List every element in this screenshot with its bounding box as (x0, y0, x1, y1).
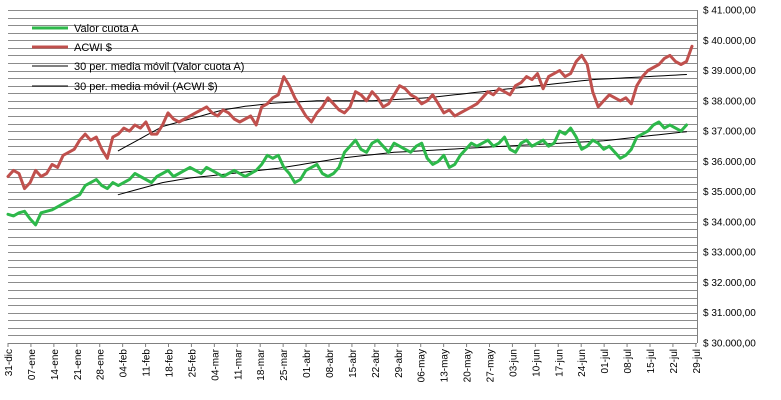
x-tick-label: 10-jun (531, 349, 542, 377)
y-tick-label: $ 32.000,00 (703, 278, 756, 289)
x-tick-label: 25-feb (187, 349, 198, 378)
series-line (117, 131, 687, 196)
x-tick-label: 01-abr (302, 348, 313, 378)
x-tick-label: 11-mar (233, 348, 244, 380)
legend-label: ACWI $ (74, 42, 112, 54)
y-tick-label: $ 35.000,00 (703, 187, 756, 198)
series-line (6, 120, 688, 227)
x-tick-label: 22-jul (669, 349, 680, 373)
series-layer (6, 44, 694, 227)
x-tick-label: 28-ene (96, 349, 107, 381)
legend-label: Valor cuota A (74, 23, 139, 35)
y-tick-label: $ 34.000,00 (703, 217, 756, 228)
legend-label: 30 per. media móvil (ACWI $) (74, 81, 218, 93)
y-tick-label: $ 36.000,00 (703, 157, 756, 168)
y-tick-label: $ 33.000,00 (703, 248, 756, 259)
y-tick-label: $ 39.000,00 (703, 66, 756, 77)
x-tick-label: 04-feb (119, 349, 130, 378)
x-tick-label: 31-dic (4, 349, 15, 376)
x-tick-label: 27-may (485, 349, 496, 382)
x-tick-label: 06-may (417, 349, 428, 382)
y-tick-label: $ 30.000,00 (703, 339, 756, 350)
x-tick-label: 01-jul (600, 349, 611, 373)
x-tick-label: 07-ene (27, 349, 38, 381)
y-tick-label: $ 37.000,00 (703, 127, 756, 138)
legend: Valor cuota A ACWI $ 30 per. media móvil (… (32, 23, 244, 93)
axis-layer: $ 30.000,00 $ 31.000,00 $ 32.000,00 $ 33.00… (4, 6, 756, 383)
x-tick-label: 29-abr (394, 348, 405, 378)
x-tick-label: 15-jul (646, 349, 657, 373)
x-tick-label: 25-mar (279, 348, 290, 380)
x-tick-label: 14-ene (50, 349, 61, 381)
x-tick-label: 11-feb (142, 349, 153, 377)
legend-label: 30 per. media móvil (Valor cuota A) (74, 61, 244, 73)
y-tick-label: $ 38.000,00 (703, 96, 756, 107)
x-tick-label: 08-abr (325, 348, 336, 378)
x-tick-label: 18-mar (256, 348, 267, 380)
x-tick-label: 29-jul (692, 349, 703, 373)
x-tick-label: 18-feb (164, 349, 175, 378)
y-tick-label: $ 40.000,00 (703, 36, 756, 47)
x-tick-label: 03-jun (508, 349, 519, 377)
x-tick-label: 21-ene (73, 349, 84, 381)
x-tick-label: 24-jun (577, 349, 588, 377)
y-tick-label: $ 41.000,00 (703, 6, 756, 17)
series-line (6, 44, 694, 191)
x-tick-label: 13-may (440, 349, 451, 382)
x-tick-label: 15-abr (348, 348, 359, 378)
y-tick-label: $ 31.000,00 (703, 308, 756, 319)
x-tick-label: 17-jun (554, 349, 565, 377)
x-tick-label: 20-may (463, 349, 474, 382)
x-tick-label: 08-jul (623, 349, 634, 373)
x-tick-label: 04-mar (210, 348, 221, 380)
x-tick-label: 22-abr (371, 348, 382, 378)
